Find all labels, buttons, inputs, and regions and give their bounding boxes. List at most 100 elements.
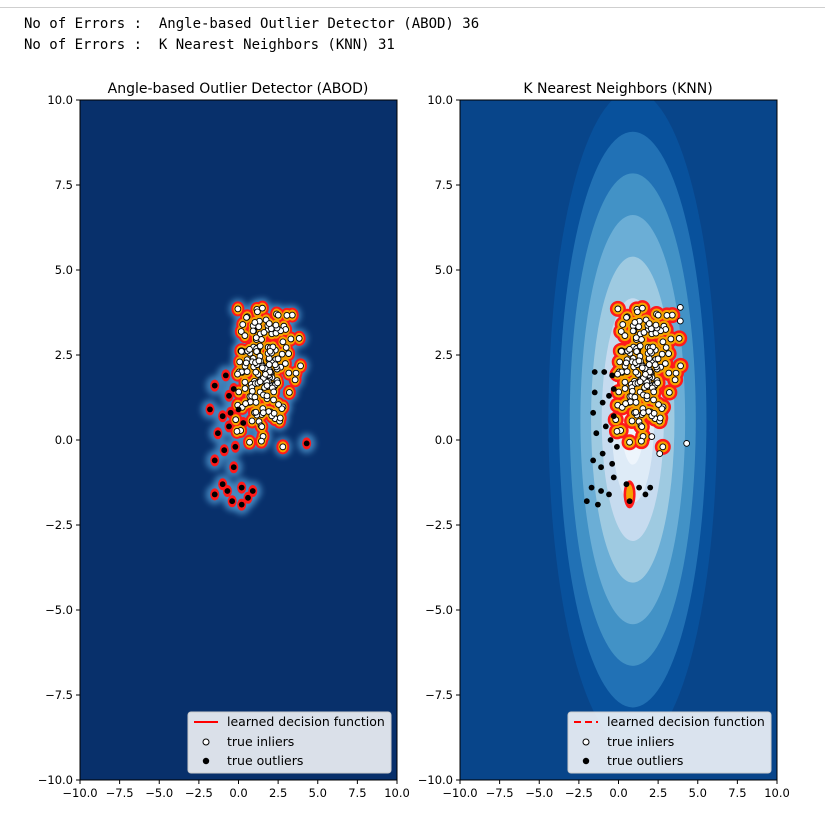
knn-inlier-point [654,379,661,387]
abod-inlier-point [286,389,293,396]
knn-legend-outlier-marker [582,757,590,765]
knn-inlier-point [652,321,660,329]
knn-inlier-point [633,348,640,355]
knn-inlier-point [642,370,649,378]
abod-legend-decision-label: learned decision function [227,714,385,729]
knn-inlier-point [629,327,637,335]
knn-inlier-point [614,370,621,378]
abod-inlier-point [252,408,260,416]
knn-inlier-point [676,317,684,325]
abod-inlier-point [271,361,279,369]
knn-x-tick-label: −5.0 [525,786,553,800]
knn-outlier-point [583,498,590,505]
knn-inlier-point [662,360,669,367]
abod-inlier-point [249,387,256,395]
knn-inlier-point [654,355,662,363]
abod-inlier-point [253,348,260,355]
abod-inlier-point [252,399,260,406]
abod-inlier-point [276,414,284,422]
knn-outlier-point [609,460,616,467]
abod-x-axis: −10.0 −7.5 −5.0 −2.5 0.0 2.5 5.0 7.5 10.0 [62,780,410,800]
abod-inlier-point [243,368,251,376]
knn-y-tick-label: 7.5 [435,178,453,192]
knn-inlier-point [615,388,623,396]
knn-legend-decision-label: learned decision function [607,714,765,729]
abod-inlier-point [282,344,290,351]
knn-outlier-point [607,437,614,443]
knn-title: K Nearest Neighbors (KNN) [523,81,712,97]
knn-inlier-point [683,440,691,447]
abod-x-tick-label: 10.0 [384,786,410,800]
abod-y-tick-label: 5.0 [55,263,73,277]
knn-inlier-point [650,388,658,396]
knn-x-tick-label: −7.5 [486,786,514,800]
abod-outlier-point [222,372,229,379]
abod-outlier-point [226,392,232,399]
abod-y-tick-label: −10.0 [38,773,73,787]
knn-inlier-point [621,385,629,392]
knn-outlier-point [593,430,600,437]
knn-inlier-point [638,364,646,372]
abod-inlier-point [260,329,268,336]
abod-outlier-point [219,481,226,488]
abod-outlier-point [303,440,310,447]
abod-inlier-point [251,319,259,326]
abod-x-tick-label: 7.5 [348,786,366,800]
knn-outlier-point [606,392,612,399]
knn-legend-inlier-marker [582,738,590,746]
abod-inlier-point [266,347,274,355]
abod-inlier-point [265,361,273,368]
knn-outlier-point [614,443,620,450]
knn-y-tick-label: 10.0 [427,93,453,107]
abod-inlier-point [259,409,267,417]
abod-inlier-point [255,323,263,331]
abod-inlier-point [279,338,287,346]
knn-inlier-point [621,332,629,340]
knn-legend-outliers-label: true outliers [607,753,683,768]
console-output-knn: No of Errors : K Nearest Neighbors (KNN)… [24,37,395,53]
abod-inlier-point [282,360,289,367]
knn-inlier-point [645,361,653,368]
abod-inlier-point [234,370,241,378]
abod-outliers [207,372,310,508]
abod-outlier-point [230,386,237,392]
knn-inlier-point [654,311,662,319]
knn-inlier-point [665,369,673,377]
knn-outlier-point [623,481,630,488]
knn-inlier-point [648,433,656,440]
knn-outlier-point [610,474,617,481]
knn-outlier-point [601,369,608,375]
abod-inlier-point [254,308,261,316]
knn-outlier-point [590,457,597,464]
abod-inlier-point [262,370,269,378]
knn-inlier-point [613,428,621,435]
abod-inlier-point [285,350,292,357]
knn-y-tick-label: 2.5 [435,348,453,362]
abod-inlier-point [272,321,280,329]
knn-inlier-point [626,438,633,446]
knn-inlier-point [621,378,629,386]
knn-inlier-point [622,400,629,407]
knn-inlier-point [622,359,630,367]
abod-inlier-point [292,369,300,377]
knn-inlier-point [635,357,643,365]
knn-inlier-point [651,361,659,369]
abod-legend-box [187,711,392,774]
abod-x-tick-label: −7.5 [106,786,134,800]
abod-outlier-point [238,501,245,508]
abod-outlier-point [238,484,245,491]
abod-inlier-point [274,355,282,363]
knn-outlier-point [588,484,595,491]
knn-inlier-point [629,387,636,395]
abod-x-tick-label: −10.0 [62,786,97,800]
abod-inlier-point [246,438,253,446]
knn-legend-box [567,711,772,774]
abod-inlier-point [249,327,257,335]
knn-y-tick-label: −2.5 [425,518,453,532]
console-output-abod: No of Errors : Angle-based Outlier Detec… [24,16,480,32]
knn-inlier-point [626,346,633,353]
abod-y-tick-label: −5.0 [45,603,73,617]
abod-outlier-point [224,488,231,494]
abod-inlier-point [258,364,266,372]
